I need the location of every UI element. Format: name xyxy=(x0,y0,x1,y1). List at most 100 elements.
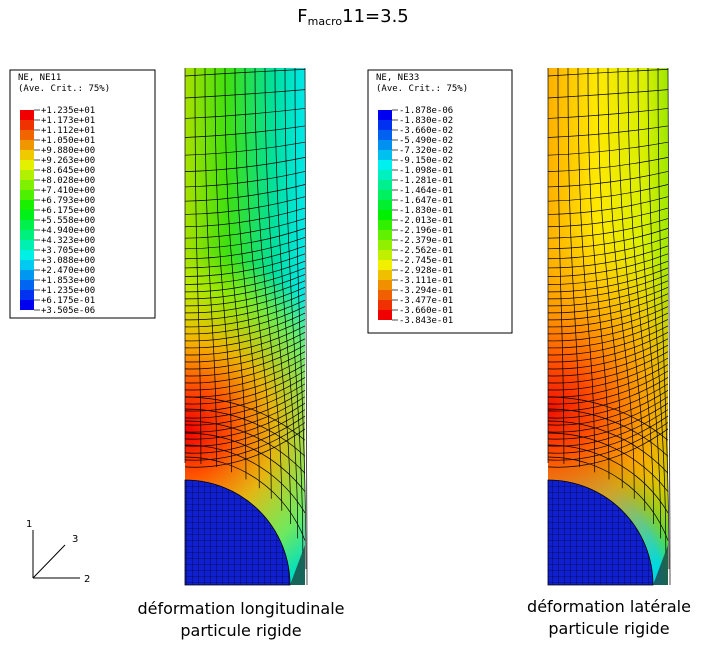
mesh-line xyxy=(214,67,233,473)
legend-swatch xyxy=(378,280,392,290)
mesh-line xyxy=(617,67,646,511)
legend-label: +3.705e+00 xyxy=(41,246,95,256)
legend-swatch xyxy=(20,130,34,140)
legend-swatch xyxy=(20,140,34,150)
mesh-line xyxy=(184,125,306,138)
mesh-line xyxy=(547,207,669,228)
mesh-line xyxy=(547,171,669,188)
legend-swatch xyxy=(20,250,34,260)
caption: particule rigide xyxy=(548,619,669,638)
legend-label: -1.830e-02 xyxy=(399,116,453,126)
legend-label: +7.410e+00 xyxy=(41,186,95,196)
mesh-line xyxy=(184,428,306,468)
legend-label: -2.013e-01 xyxy=(399,216,453,226)
mesh-line xyxy=(184,344,306,377)
mesh-line xyxy=(184,390,306,426)
legend-label: +3.505e-06 xyxy=(41,306,95,316)
legend-label: -3.294e-01 xyxy=(399,286,453,296)
mesh-line xyxy=(547,267,669,293)
mesh-line xyxy=(184,228,306,250)
caption: déformation latérale xyxy=(527,597,691,616)
legend-variable: NE, NE11 xyxy=(18,73,61,83)
mesh xyxy=(184,67,308,586)
particle-corner xyxy=(290,545,305,585)
legend-swatch xyxy=(20,220,34,230)
legend-swatch xyxy=(20,300,34,310)
mesh-line xyxy=(184,280,306,307)
legend-swatch xyxy=(20,180,34,190)
mesh-line xyxy=(184,299,306,328)
mesh-line xyxy=(184,237,306,260)
mesh-line xyxy=(184,196,306,215)
mesh-line xyxy=(184,325,306,356)
mesh-line xyxy=(184,420,306,474)
mesh-line xyxy=(184,286,306,314)
legend-swatch xyxy=(378,150,392,160)
legend-label: +1.112e+01 xyxy=(41,126,95,136)
mesh-line xyxy=(184,396,306,433)
legend-label: -1.281e-01 xyxy=(399,176,453,186)
mesh-line xyxy=(184,332,306,363)
legend-swatch xyxy=(20,240,34,250)
legend-label: -9.150e-02 xyxy=(399,156,453,166)
mesh-line xyxy=(184,306,306,335)
legend-swatch xyxy=(378,160,392,170)
mesh-line xyxy=(547,338,669,370)
mesh-line xyxy=(547,456,669,541)
mesh-line xyxy=(184,267,306,293)
legend-label: -2.562e-01 xyxy=(399,246,453,256)
mesh-line xyxy=(647,67,667,554)
particle-corner xyxy=(653,545,668,585)
legend-label: +1.050e+01 xyxy=(41,136,95,146)
caption: particule rigide xyxy=(180,621,301,640)
mesh-line xyxy=(547,299,669,328)
legend-swatch xyxy=(378,200,392,210)
mesh-line xyxy=(284,67,304,554)
legend-label: -7.320e-02 xyxy=(399,146,453,156)
mesh-line xyxy=(184,432,306,492)
legend-swatch xyxy=(378,140,392,150)
mesh-line xyxy=(184,377,306,412)
mesh-line xyxy=(547,306,669,335)
contour-plot xyxy=(184,67,308,586)
legend-swatch xyxy=(20,160,34,170)
mesh-line xyxy=(274,67,299,539)
legend-swatch xyxy=(378,110,392,120)
mesh-line xyxy=(547,312,669,342)
legend-box xyxy=(9,69,156,319)
legend-swatch xyxy=(20,290,34,300)
legend-label: +9.263e+00 xyxy=(41,156,95,166)
mesh-line xyxy=(184,108,306,119)
legend-swatch xyxy=(378,260,392,270)
legend-swatch xyxy=(378,190,392,200)
triad-label: 1 xyxy=(26,519,32,530)
mesh-line xyxy=(294,67,307,570)
legend-label: -1.878e-06 xyxy=(399,106,453,116)
mesh-line xyxy=(184,422,306,461)
mesh-line xyxy=(547,286,669,314)
mesh-line xyxy=(184,312,306,342)
mesh-line xyxy=(547,396,669,433)
mesh-line xyxy=(547,370,669,405)
legend-swatch xyxy=(20,170,34,180)
legend-label: +1.853e+00 xyxy=(41,276,95,286)
mesh-line xyxy=(184,402,306,440)
figure-title: Fmacro11=3.5 xyxy=(297,6,409,28)
legend-swatch xyxy=(20,210,34,220)
mesh-line xyxy=(304,67,308,586)
mesh-line xyxy=(184,383,306,419)
mesh-line xyxy=(547,325,669,356)
legend-label: -3.477e-01 xyxy=(399,296,453,306)
mesh-line xyxy=(184,357,306,391)
legend-swatch xyxy=(20,200,34,210)
mesh-line xyxy=(547,253,669,277)
mesh-line xyxy=(627,67,655,525)
mesh-line xyxy=(547,357,669,391)
legend-label: -2.928e-01 xyxy=(399,266,453,276)
triad-label: 2 xyxy=(84,574,90,585)
mesh-line xyxy=(184,207,306,228)
legend-label: +1.235e+01 xyxy=(41,106,95,116)
mesh-line xyxy=(184,141,306,156)
rigid-particle xyxy=(184,479,291,586)
